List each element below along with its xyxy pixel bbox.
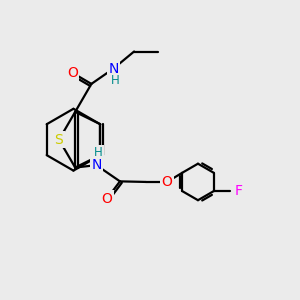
Text: H: H xyxy=(94,146,103,159)
Text: N: N xyxy=(91,158,102,172)
Text: O: O xyxy=(162,175,172,189)
Text: O: O xyxy=(67,66,78,80)
Text: S: S xyxy=(55,133,63,147)
Text: H: H xyxy=(111,74,119,88)
Text: O: O xyxy=(101,192,112,206)
Text: F: F xyxy=(234,184,242,198)
Text: N: N xyxy=(108,61,119,76)
